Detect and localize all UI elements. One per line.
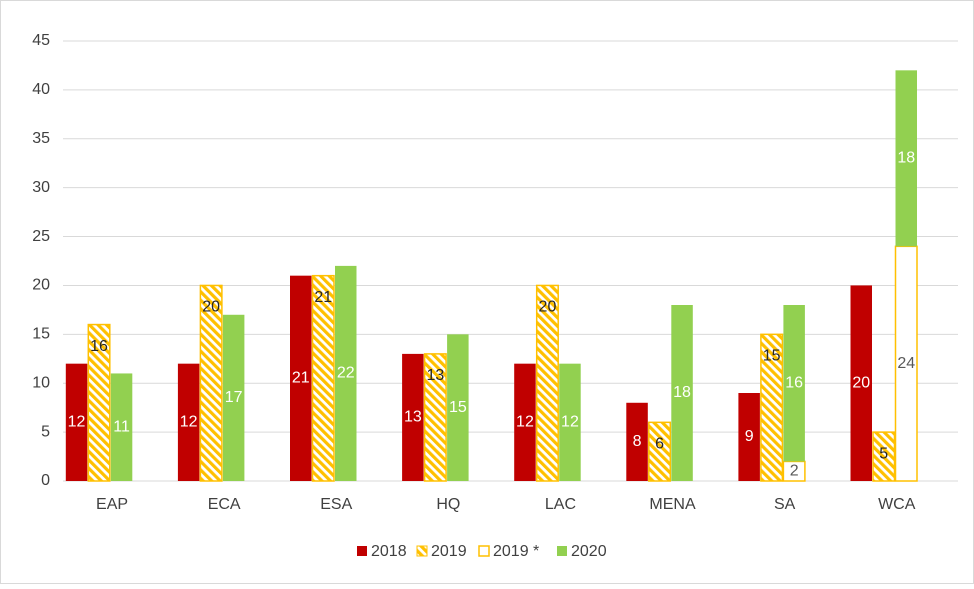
legend-label: 2020	[571, 543, 607, 560]
bar	[738, 393, 760, 481]
legend-label: 2019 *	[493, 543, 539, 560]
data-label: 8	[633, 433, 642, 450]
data-label: 15	[763, 348, 781, 365]
data-label: 12	[561, 414, 579, 431]
bar	[648, 421, 672, 482]
x-tick-label: SA	[774, 496, 796, 513]
data-label: 15	[449, 399, 467, 416]
data-label: 18	[673, 384, 691, 401]
y-tick-label: 25	[32, 228, 50, 245]
bar	[671, 305, 693, 481]
y-tick-label: 35	[32, 130, 50, 147]
y-tick-label: 40	[32, 81, 50, 98]
data-label: 2	[790, 462, 799, 479]
data-label: 20	[852, 374, 870, 391]
data-label: 13	[404, 409, 422, 426]
bar	[177, 363, 200, 481]
data-label: 6	[655, 436, 664, 453]
bar	[895, 70, 917, 247]
x-tick-label: HQ	[436, 496, 460, 513]
bar	[335, 265, 357, 481]
y-tick-label: 10	[32, 374, 50, 391]
legend-label: 2019	[431, 543, 467, 560]
bar	[311, 274, 335, 482]
y-tick-label: 0	[41, 472, 50, 489]
bar	[514, 363, 536, 481]
data-label: 11	[113, 418, 130, 435]
bar	[535, 284, 559, 482]
legend-label: 2018	[371, 543, 407, 560]
bar	[447, 334, 469, 481]
legend-swatch	[357, 546, 367, 556]
bar	[872, 431, 896, 482]
bar	[760, 333, 784, 482]
bar	[423, 353, 447, 482]
bar	[626, 402, 648, 481]
data-label: 13	[426, 367, 444, 384]
bar	[559, 363, 581, 481]
data-label: 21	[314, 289, 332, 306]
y-tick-label: 30	[32, 179, 50, 196]
y-tick-label: 20	[32, 277, 50, 294]
data-label: 22	[337, 365, 355, 382]
x-tick-label: WCA	[878, 496, 916, 513]
data-label: 12	[516, 414, 534, 431]
bar	[87, 323, 111, 482]
bar	[110, 373, 133, 481]
data-label: 18	[897, 150, 915, 167]
x-tick-label: LAC	[545, 496, 576, 513]
data-label: 12	[68, 414, 86, 431]
data-label: 20	[539, 299, 557, 316]
data-label: 17	[225, 389, 243, 406]
data-label: 12	[180, 414, 198, 431]
x-tick-label: ESA	[320, 496, 352, 513]
bar	[783, 305, 805, 462]
data-label: 21	[292, 370, 310, 387]
bar	[199, 284, 223, 482]
bar	[850, 285, 872, 481]
bar	[222, 314, 245, 481]
legend-swatch	[557, 546, 567, 556]
bar	[402, 353, 424, 481]
x-tick-label: EAP	[96, 496, 128, 513]
data-label: 9	[745, 428, 754, 445]
x-tick-label: MENA	[649, 496, 696, 513]
bar	[65, 363, 88, 481]
legend-swatch	[416, 545, 428, 557]
y-tick-label: 15	[32, 326, 50, 343]
data-label: 16	[90, 338, 108, 355]
x-tick-label: ECA	[208, 496, 241, 513]
data-label: 20	[202, 299, 220, 316]
y-tick-label: 5	[41, 423, 50, 440]
legend-swatch	[478, 545, 490, 557]
y-tick-label: 45	[32, 32, 50, 49]
data-label: 24	[897, 355, 915, 372]
data-label: 16	[785, 374, 803, 391]
data-label: 5	[879, 445, 888, 462]
bar	[290, 275, 312, 481]
